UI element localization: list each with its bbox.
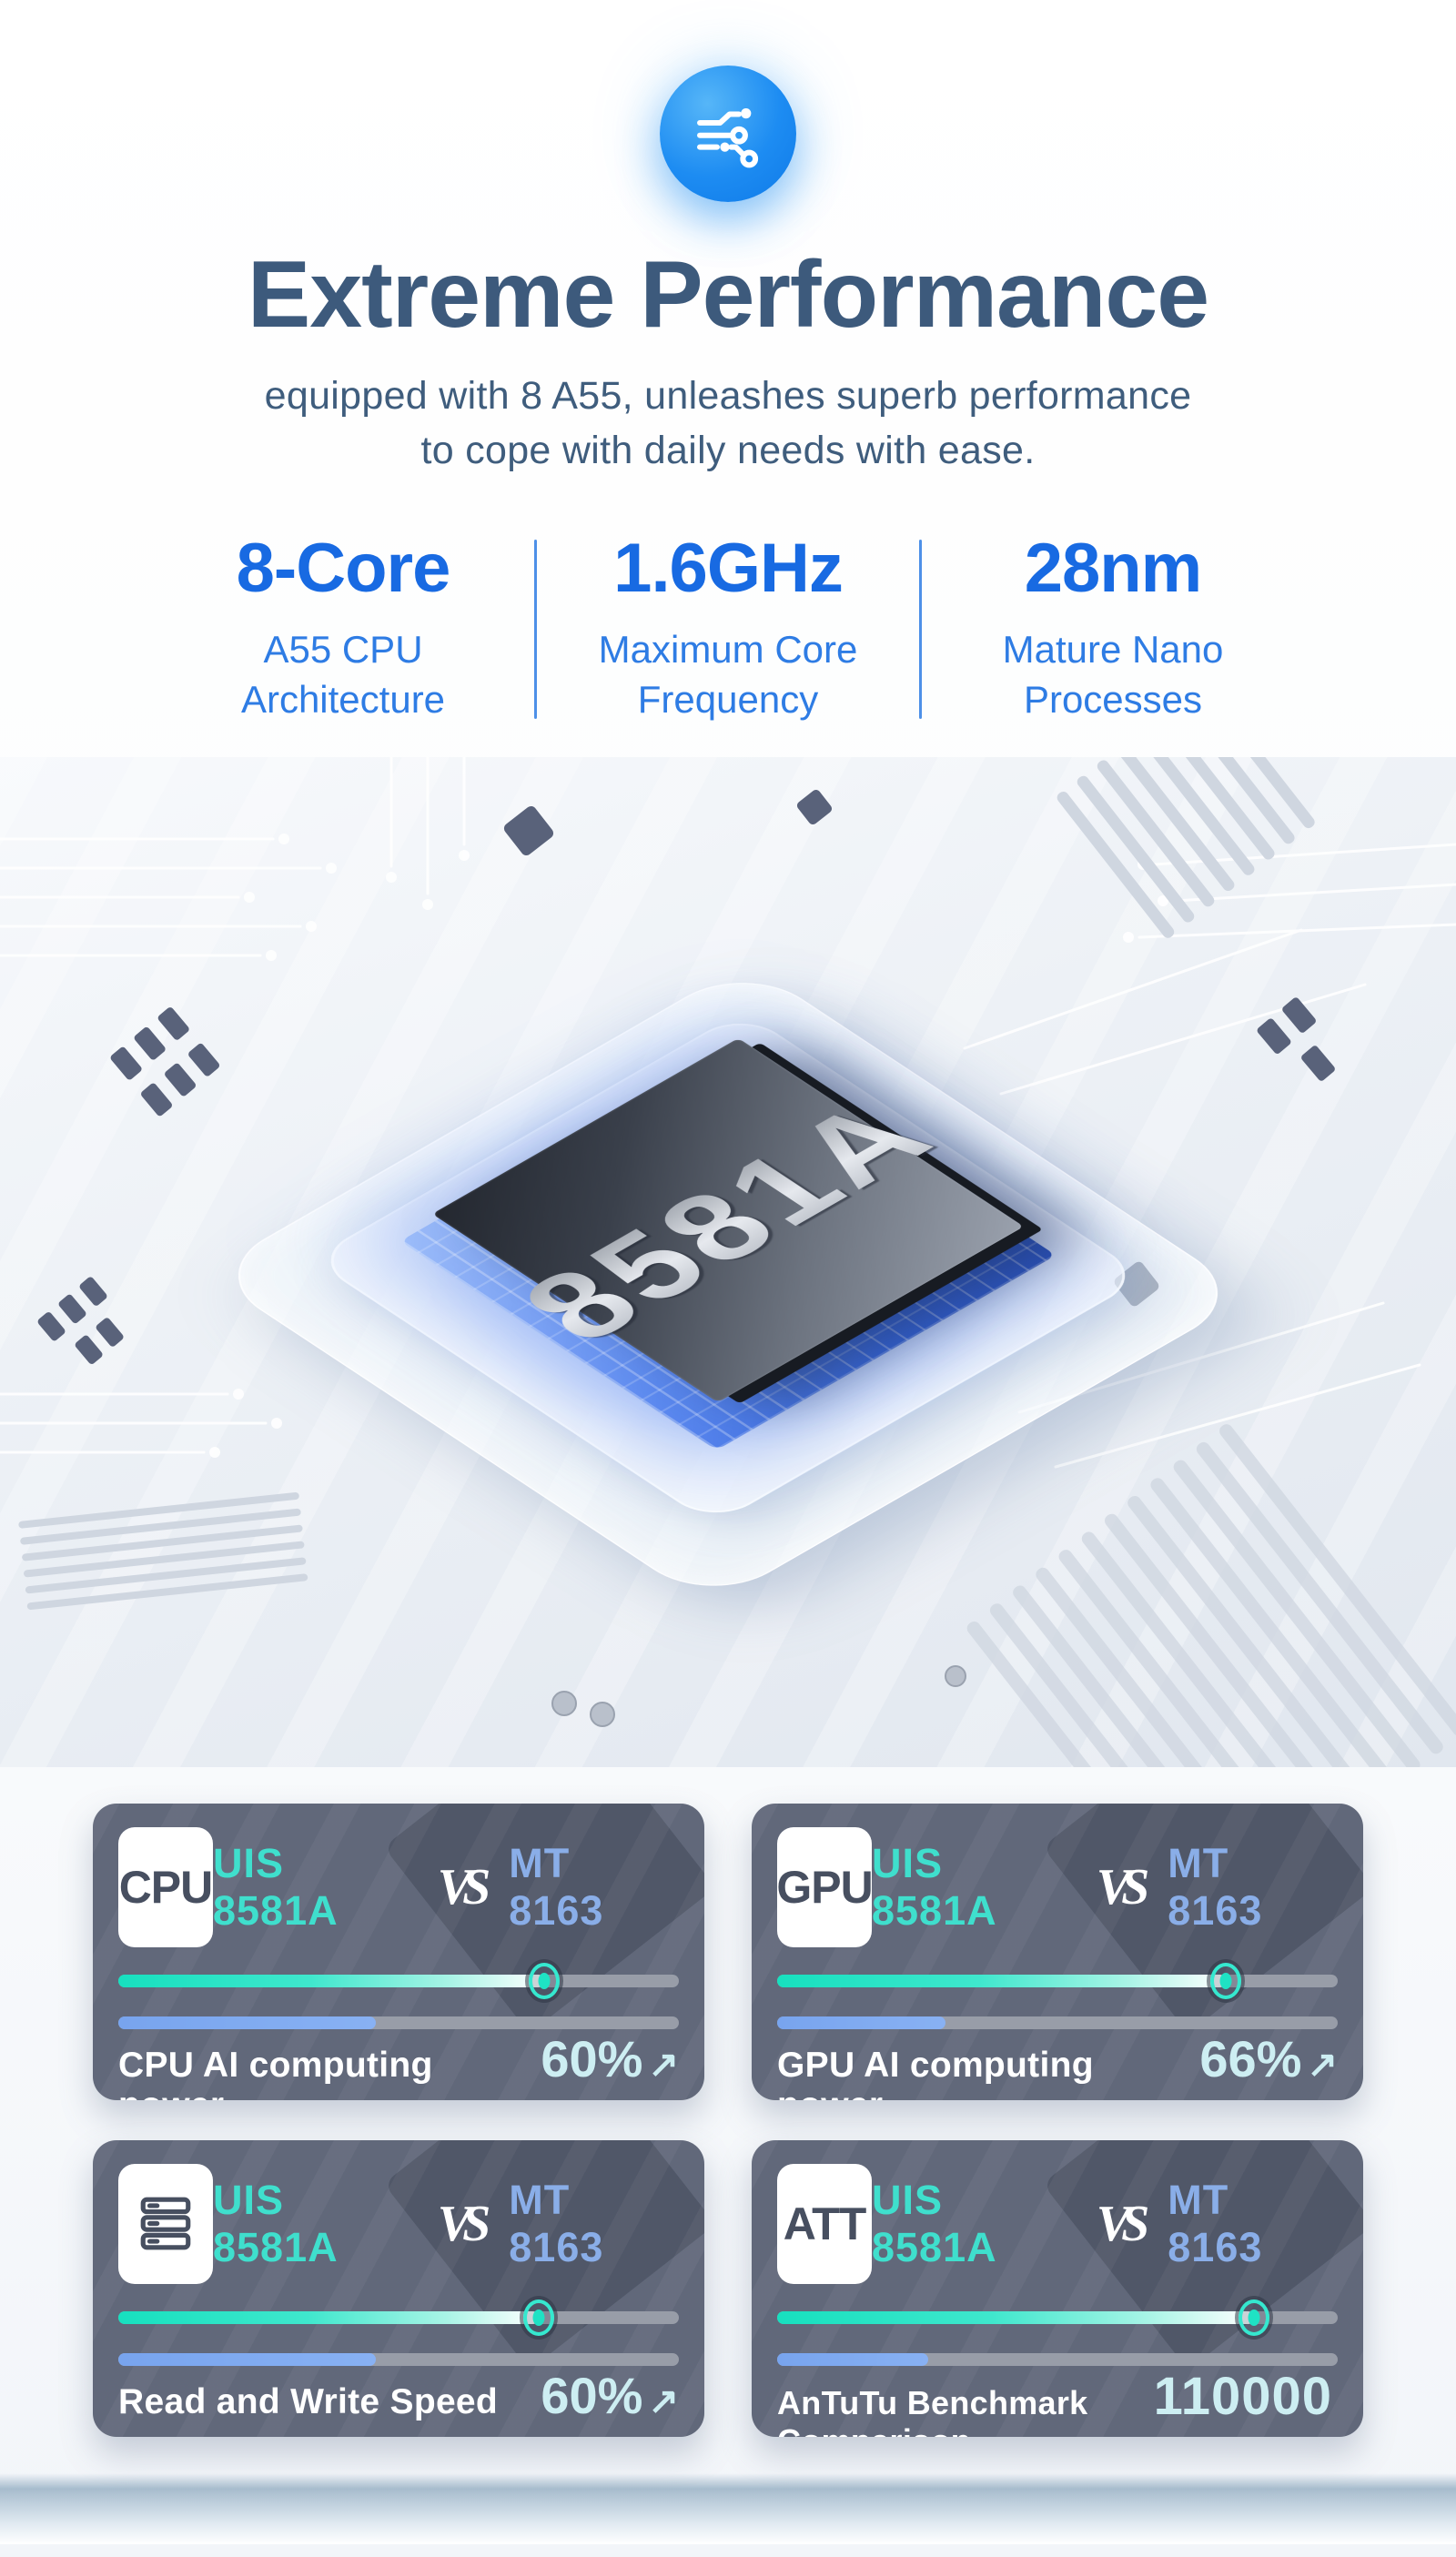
spec-process-label: Mature Nano Processes xyxy=(1002,627,1224,721)
comparison-card-gpu: GPU UIS 8581A VS MT 8163 GPU AI co xyxy=(752,1804,1363,2101)
benchmark-cards: CPU UIS 8581A VS MT 8163 CPU AI co xyxy=(0,1804,1456,2438)
metric-label: GPU AI computing power xyxy=(777,2046,1094,2100)
up-arrow-icon: ↗ xyxy=(1307,2045,1338,2086)
left-chip-name: UIS 8581A xyxy=(872,2177,997,2271)
circuit-icon xyxy=(660,66,796,202)
mt-score-track xyxy=(777,2016,1338,2030)
comparison-card-storage: UIS 8581A VS MT 8163 Read and Write Spee… xyxy=(93,2140,704,2438)
vs-mark: VS xyxy=(1096,2196,1149,2253)
page-title: Extreme Performance xyxy=(247,242,1209,348)
metric-value: 60% xyxy=(541,2030,643,2088)
chip-versus-row: UIS 8581A VS MT 8163 xyxy=(213,2177,679,2271)
uis-score-track xyxy=(777,2299,1338,2337)
vs-mark: VS xyxy=(1096,1859,1149,1916)
metric-value-group: 60% ↗ xyxy=(541,2366,679,2425)
subtitle-line-1: equipped with 8 A55, unleashes superb pe… xyxy=(264,374,1192,419)
metric-label: CPU AI computing power xyxy=(118,2046,433,2100)
metric-value-group: 66% ↗ xyxy=(1199,2029,1338,2088)
mt-score-track xyxy=(777,2353,1338,2367)
page-subtitle: equipped with 8 A55, unleashes superb pe… xyxy=(0,369,1456,478)
metric-label: AnTuTu Benchmark Comparison xyxy=(777,2384,1088,2437)
card-header: CPU UIS 8581A VS MT 8163 xyxy=(118,1827,679,1948)
card-footer: CPU AI computing power 60% ↗ xyxy=(118,2029,679,2100)
left-chip-name: UIS 8581A xyxy=(213,1840,339,1935)
spec-cores-value: 8-Core xyxy=(236,529,451,607)
card-footer: AnTuTu Benchmark Comparison 110000 xyxy=(777,2366,1338,2437)
right-chip-name: MT 8163 xyxy=(1168,1840,1263,1935)
card-footer: GPU AI computing power 66% ↗ xyxy=(777,2029,1338,2100)
chip-versus-row: UIS 8581A VS MT 8163 xyxy=(872,2177,1338,2271)
subtitle-line-2: to cope with daily needs with ease. xyxy=(420,428,1036,472)
spec-divider xyxy=(919,539,922,720)
slider-handle-icon xyxy=(1209,1963,1241,2000)
right-chip-name: MT 8163 xyxy=(509,2177,604,2271)
spec-cores-label: A55 CPU Architecture xyxy=(240,627,446,721)
hero-section: Extreme Performance equipped with 8 A55,… xyxy=(0,66,1456,478)
spec-cores: 8-Core A55 CPU Architecture xyxy=(161,529,525,724)
metric-value: 60% xyxy=(541,2367,643,2425)
left-chip-name: UIS 8581A xyxy=(213,2177,339,2271)
bottom-gradient-band xyxy=(0,2473,1456,2545)
mt-score-track xyxy=(118,2353,679,2367)
uis-score-fill xyxy=(777,1963,1241,2000)
right-chip-name: MT 8163 xyxy=(509,1840,604,1935)
mt-score-fill xyxy=(777,2353,929,2367)
slider-handle-icon xyxy=(523,2299,554,2337)
uis-score-fill xyxy=(777,2299,1269,2337)
spec-frequency-value: 1.6GHz xyxy=(613,529,844,607)
comparison-card-antutu: ATT UIS 8581A VS MT 8163 AnTuTu Be xyxy=(752,2140,1363,2438)
up-arrow-icon: ↗ xyxy=(648,2045,679,2086)
vs-mark: VS xyxy=(437,1859,490,1916)
slider-handle-icon xyxy=(529,1963,561,2000)
uis-score-fill xyxy=(118,2299,554,2337)
uis-score-track xyxy=(777,1963,1338,2000)
right-chip-name: MT 8163 xyxy=(1168,2177,1263,2271)
card-header: UIS 8581A VS MT 8163 xyxy=(118,2164,679,2285)
mt-score-fill xyxy=(118,2016,377,2030)
card-header: GPU UIS 8581A VS MT 8163 xyxy=(776,1827,1338,1948)
uis-score-track xyxy=(118,2299,679,2337)
metric-label: Read and Write Speed xyxy=(118,2382,499,2422)
card-footer: Read and Write Speed 60% ↗ xyxy=(118,2366,679,2425)
score-bars xyxy=(118,1963,679,2030)
comparison-card-cpu: CPU UIS 8581A VS MT 8163 CPU AI co xyxy=(93,1804,704,2101)
chip-versus-row: UIS 8581A VS MT 8163 xyxy=(213,1840,679,1935)
slider-handle-icon xyxy=(1238,2299,1269,2337)
uis-score-fill xyxy=(118,1963,561,2000)
gpu-badge: GPU xyxy=(776,1827,874,1948)
up-arrow-icon: ↗ xyxy=(648,2381,679,2422)
left-chip-name: UIS 8581A xyxy=(872,1840,997,1935)
cpu-badge: CPU xyxy=(118,1827,213,1948)
uis-score-track xyxy=(118,1963,679,2000)
metric-value-group: 110000 xyxy=(1154,2366,1338,2427)
metric-value: 66% xyxy=(1199,2030,1302,2088)
antutu-badge: ATT xyxy=(777,2164,872,2285)
score-bars xyxy=(777,2299,1338,2367)
mt-score-track xyxy=(118,2016,679,2030)
spec-process: 28nm Mature Nano Processes xyxy=(931,529,1295,724)
spec-row: 8-Core A55 CPU Architecture 1.6GHz Maxim… xyxy=(0,529,1456,724)
metric-value-group: 60% ↗ xyxy=(541,2029,679,2088)
spec-divider xyxy=(534,539,537,720)
chip-versus-row: UIS 8581A VS MT 8163 xyxy=(872,1840,1338,1935)
score-bars xyxy=(777,1963,1338,2030)
mt-score-fill xyxy=(118,2353,377,2367)
score-bars xyxy=(118,2299,679,2367)
metric-value: 110000 xyxy=(1153,2367,1332,2427)
soc-3d-render: 8581A xyxy=(0,757,1456,1768)
card-header: ATT UIS 8581A VS MT 8163 xyxy=(777,2164,1338,2285)
mt-score-fill xyxy=(777,2016,945,2030)
vs-mark: VS xyxy=(437,2196,490,2253)
spec-process-value: 28nm xyxy=(1024,529,1203,607)
circuit-traces xyxy=(0,757,1456,1768)
storage-icon xyxy=(118,2164,213,2285)
spec-frequency: 1.6GHz Maximum Core Frequency xyxy=(546,529,910,724)
spec-frequency-label: Maximum Core Frequency xyxy=(598,627,858,721)
